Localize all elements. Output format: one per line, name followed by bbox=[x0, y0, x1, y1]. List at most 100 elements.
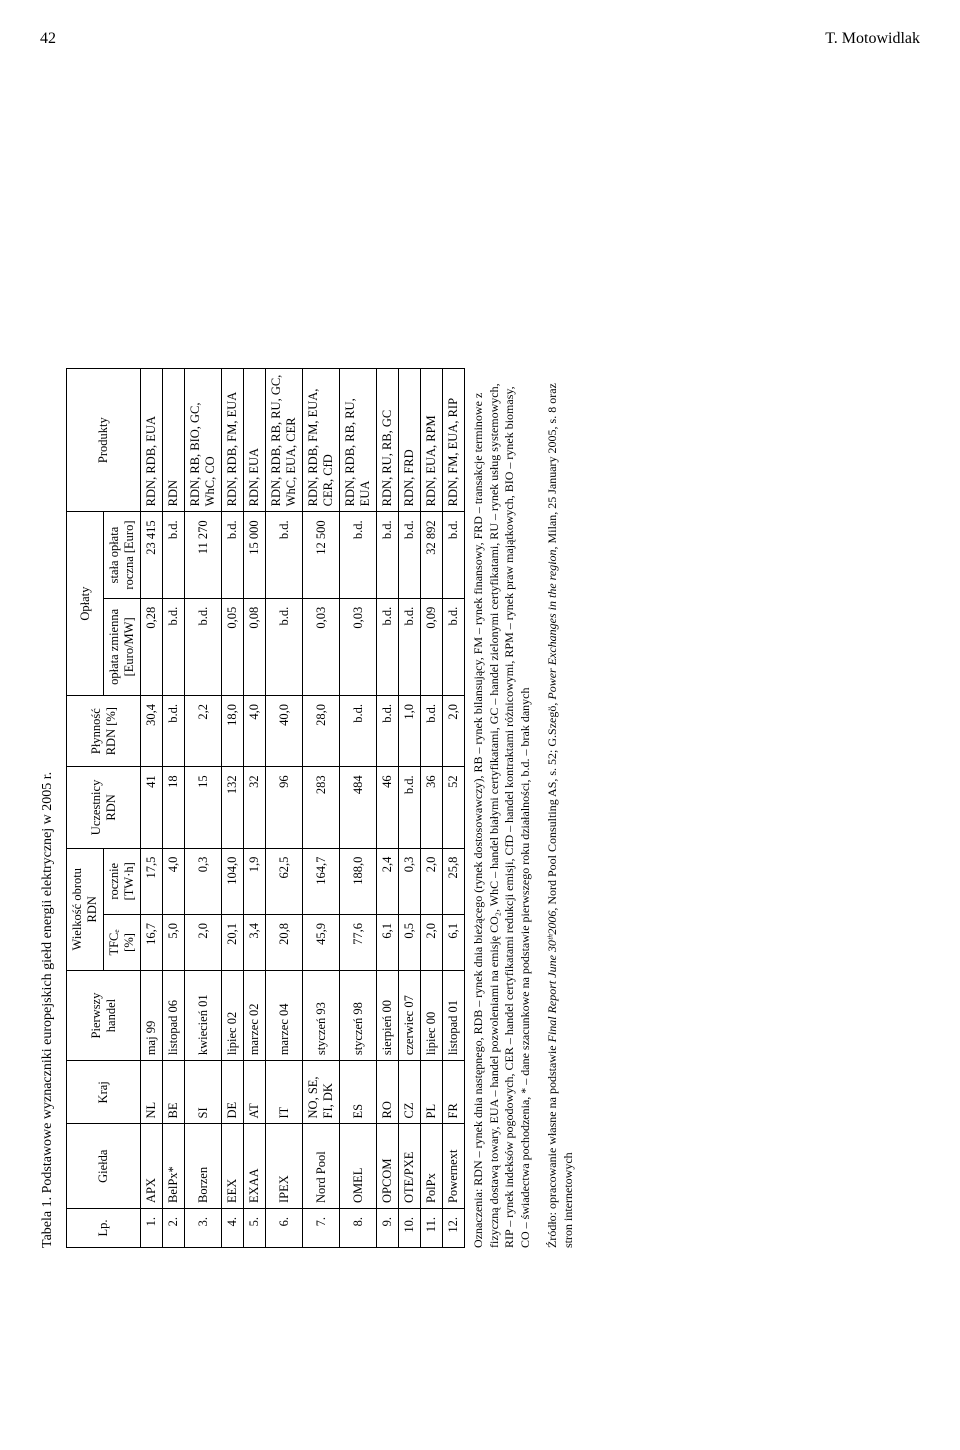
cell-gielda: OPCOM bbox=[377, 1124, 399, 1209]
cell-pr: RDN bbox=[163, 369, 185, 512]
cell-pl: 40,0 bbox=[266, 695, 303, 766]
cell-tfce: 77,6 bbox=[340, 915, 377, 971]
table-head: Lp. Giełda Kraj Pierwszy handel Wielkość… bbox=[67, 369, 141, 1248]
table-row: 4.EEXDElipiec 0220,1104,013218,00,05b.d.… bbox=[222, 369, 244, 1248]
cell-pl: 2,2 bbox=[185, 695, 222, 766]
cell-roc: 1,9 bbox=[244, 848, 266, 914]
cell-tfce: 45,9 bbox=[303, 915, 340, 971]
cell-gielda: EEX bbox=[222, 1124, 244, 1209]
cell-pl: 30,4 bbox=[141, 695, 163, 766]
cell-ucz: 484 bbox=[340, 767, 377, 848]
cell-kraj: NO, SE, FI, DK bbox=[303, 1061, 340, 1124]
cell-ozm: 0,03 bbox=[340, 598, 377, 695]
th-st: stała opłata roczna [Euro] bbox=[104, 512, 141, 598]
cell-st: b.d. bbox=[163, 512, 185, 598]
table-caption: Tabela 1. Podstawowe wyznaczniki europej… bbox=[40, 368, 56, 1248]
cell-gielda: OMEL bbox=[340, 1124, 377, 1209]
cell-gielda: BelPx* bbox=[163, 1124, 185, 1209]
cell-tfce: 20,8 bbox=[266, 915, 303, 971]
cell-ucz: 283 bbox=[303, 767, 340, 848]
cell-kraj: IT bbox=[266, 1061, 303, 1124]
cell-pr: RDN, RDB, FM, EUA, CER, CfD bbox=[303, 369, 340, 512]
cell-pl: 2,0 bbox=[443, 695, 465, 766]
table-body: 1.APXNLmaj 9916,717,54130,40,2823 415RDN… bbox=[141, 369, 465, 1248]
cell-st: 15 000 bbox=[244, 512, 266, 598]
cell-ph: listopad 06 bbox=[163, 970, 185, 1060]
cell-kraj: ES bbox=[340, 1061, 377, 1124]
cell-st: 11 270 bbox=[185, 512, 222, 598]
cell-st: b.d. bbox=[377, 512, 399, 598]
rotated-table: Tabela 1. Podstawowe wyznaczniki europej… bbox=[40, 368, 589, 1248]
cell-kraj: FR bbox=[443, 1061, 465, 1124]
cell-tfce: 6,1 bbox=[377, 915, 399, 971]
cell-ph: lipiec 02 bbox=[222, 970, 244, 1060]
cell-ozm: 0,28 bbox=[141, 598, 163, 695]
cell-pl: 1,0 bbox=[399, 695, 421, 766]
cell-st: b.d. bbox=[443, 512, 465, 598]
cell-lp: 11. bbox=[421, 1209, 443, 1248]
table-row: 6.IPEXITmarzec 0420,862,59640,0b.d.b.d.R… bbox=[266, 369, 303, 1248]
cell-ucz: 36 bbox=[421, 767, 443, 848]
cell-ph: sierpień 00 bbox=[377, 970, 399, 1060]
cell-ph: czerwiec 07 bbox=[399, 970, 421, 1060]
cell-kraj: SI bbox=[185, 1061, 222, 1124]
cell-pl: b.d. bbox=[377, 695, 399, 766]
table-row: 9.OPCOMROsierpień 006,12,446b.d.b.d.b.d.… bbox=[377, 369, 399, 1248]
cell-kraj: DE bbox=[222, 1061, 244, 1124]
cell-gielda: PolPx bbox=[421, 1124, 443, 1209]
page-number: 42 bbox=[40, 30, 56, 48]
th-ucz: Uczestnicy RDN bbox=[67, 767, 141, 848]
cell-pr: RDN, RU, RB, GC bbox=[377, 369, 399, 512]
cell-ozm: b.d. bbox=[266, 598, 303, 695]
th-tfce: TFCₑ [%] bbox=[104, 915, 141, 971]
cell-kraj: PL bbox=[421, 1061, 443, 1124]
cell-lp: 8. bbox=[340, 1209, 377, 1248]
cell-lp: 5. bbox=[244, 1209, 266, 1248]
cell-lp: 2. bbox=[163, 1209, 185, 1248]
page-header: 42 T. Motowidlak bbox=[40, 30, 920, 48]
cell-roc: 25,8 bbox=[443, 848, 465, 914]
cell-lp: 3. bbox=[185, 1209, 222, 1248]
cell-tfce: 0,5 bbox=[399, 915, 421, 971]
cell-st: 12 500 bbox=[303, 512, 340, 598]
cell-pl: b.d. bbox=[421, 695, 443, 766]
table-header-row-1: Lp. Giełda Kraj Pierwszy handel Wielkość… bbox=[67, 369, 104, 1248]
cell-ucz: 96 bbox=[266, 767, 303, 848]
cell-ph: marzec 02 bbox=[244, 970, 266, 1060]
th-wielkosc: Wielkość obrotu RDN bbox=[67, 848, 104, 970]
cell-pl: 18,0 bbox=[222, 695, 244, 766]
cell-ucz: 52 bbox=[443, 767, 465, 848]
cell-gielda: Nord Pool bbox=[303, 1124, 340, 1209]
cell-pr: RDN, FM, EUA, RIP bbox=[443, 369, 465, 512]
cell-ucz: 132 bbox=[222, 767, 244, 848]
cell-gielda: Powernext bbox=[443, 1124, 465, 1209]
cell-tfce: 16,7 bbox=[141, 915, 163, 971]
cell-gielda: OTE/PXE bbox=[399, 1124, 421, 1209]
cell-roc: 2,4 bbox=[377, 848, 399, 914]
cell-roc: 2,0 bbox=[421, 848, 443, 914]
table-row: 5.EXAAATmarzec 023,41,9324,00,0815 000RD… bbox=[244, 369, 266, 1248]
cell-roc: 104,0 bbox=[222, 848, 244, 914]
table-row: 2.BelPx*BElistopad 065,04,018b.d.b.d.b.d… bbox=[163, 369, 185, 1248]
cell-ozm: b.d. bbox=[377, 598, 399, 695]
cell-ozm: b.d. bbox=[185, 598, 222, 695]
table-row: 8.OMELESstyczeń 9877,6188,0484b.d.0,03b.… bbox=[340, 369, 377, 1248]
cell-ph: marzec 04 bbox=[266, 970, 303, 1060]
data-table: Lp. Giełda Kraj Pierwszy handel Wielkość… bbox=[66, 368, 465, 1248]
cell-ucz: 15 bbox=[185, 767, 222, 848]
cell-tfce: 5,0 bbox=[163, 915, 185, 971]
cell-roc: 0,3 bbox=[399, 848, 421, 914]
cell-pr: RDN, EUA, RPM bbox=[421, 369, 443, 512]
cell-pl: 4,0 bbox=[244, 695, 266, 766]
cell-st: b.d. bbox=[340, 512, 377, 598]
cell-ph: kwiecień 01 bbox=[185, 970, 222, 1060]
cell-st: b.d. bbox=[222, 512, 244, 598]
cell-ozm: b.d. bbox=[443, 598, 465, 695]
cell-gielda: IPEX bbox=[266, 1124, 303, 1209]
cell-lp: 12. bbox=[443, 1209, 465, 1248]
cell-kraj: NL bbox=[141, 1061, 163, 1124]
cell-tfce: 6,1 bbox=[443, 915, 465, 971]
cell-pl: b.d. bbox=[163, 695, 185, 766]
table-row: 11.PolPxPLlipiec 002,02,036b.d.0,0932 89… bbox=[421, 369, 443, 1248]
th-pr: Produkty bbox=[67, 369, 141, 512]
